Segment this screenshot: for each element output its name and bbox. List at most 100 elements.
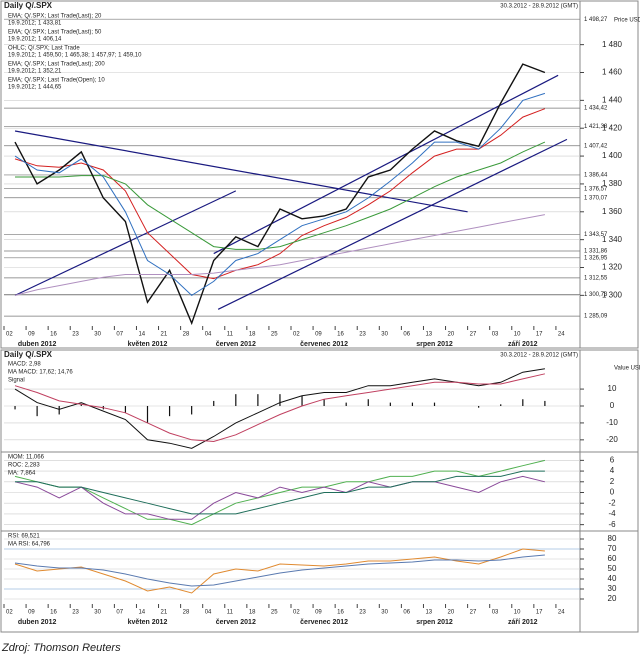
x-tick-label: 27 — [470, 332, 477, 338]
x-tick-label: 09 — [315, 610, 322, 616]
x-tick-label: 07 — [116, 332, 123, 338]
x-tick-label: 09 — [28, 610, 35, 616]
y-tick-label: -6 — [608, 520, 616, 529]
histogram-bar — [257, 394, 259, 406]
histogram-bar — [168, 406, 171, 417]
month-label: srpen 2012 — [416, 341, 453, 348]
x-tick-label: 25 — [271, 332, 278, 338]
histogram-bar — [191, 406, 193, 415]
legend-value: 19.9.2012; 1 444,65 — [8, 85, 62, 91]
month-label: duben 2012 — [18, 341, 57, 348]
legend-entry: RSI: 69,521 — [8, 534, 40, 540]
y-tick-label: -10 — [606, 418, 618, 427]
x-tick-label: 18 — [249, 610, 256, 616]
y-tick-label: 40 — [608, 574, 617, 583]
series-line — [14, 548, 545, 594]
x-tick-label: 06 — [403, 610, 410, 616]
histogram-bar — [58, 406, 60, 415]
series-line — [14, 475, 546, 520]
legend-entry: MACD: 2,98 — [8, 362, 41, 368]
level-label: 1 300,73 — [584, 292, 608, 298]
histogram-bar — [279, 394, 281, 406]
trend-line — [217, 138, 568, 310]
x-tick-label: 30 — [94, 332, 101, 338]
level-label: 1 285,09 — [584, 314, 608, 320]
panel-frame — [0, 451, 639, 532]
month-label: duben 2012 — [18, 619, 57, 626]
x-tick-label: 09 — [28, 332, 35, 338]
y-tick-label: 0 — [610, 488, 615, 497]
y-tick-label: 2 — [610, 477, 615, 486]
y-tick-label: 80 — [608, 534, 617, 543]
source: Zdroj: Thomson Reuters — [1, 642, 121, 654]
histogram-bar — [124, 406, 127, 413]
legend-value: 19.9.2012; 1 406,14 — [8, 37, 62, 43]
level-label: 1 331,86 — [584, 249, 608, 255]
x-tick-label: 13 — [425, 610, 432, 616]
legend-entry: EMA; Q/.SPX; Last Trade(Last); 20 — [8, 14, 102, 20]
histogram-bar — [367, 399, 369, 406]
trend-line — [14, 130, 468, 213]
y-tick-label: 10 — [608, 384, 617, 393]
x-tick-label: 11 — [227, 332, 234, 338]
x-tick-label: 21 — [161, 332, 168, 338]
series-line — [14, 554, 545, 587]
x-tick-label: 06 — [403, 332, 410, 338]
y-tick-label: 60 — [608, 554, 617, 563]
series-line — [14, 63, 546, 326]
histogram-bar — [235, 394, 237, 406]
legend-entry: ROC: 2,283 — [8, 463, 40, 469]
series-line — [14, 459, 546, 526]
x-tick-label: 14 — [138, 610, 145, 616]
histogram-bar — [80, 404, 82, 406]
x-tick-label: 20 — [448, 332, 455, 338]
legend-entry: EMA; Q/.SPX; Last Trade(Last); 50 — [8, 30, 102, 36]
y-tick-label: 1 440 — [602, 95, 623, 104]
y-tick-label: 1 320 — [602, 263, 623, 272]
panel-frame — [0, 0, 639, 349]
month-label: srpen 2012 — [416, 619, 453, 626]
month-label: červenec 2012 — [300, 619, 348, 626]
x-tick-label: 10 — [514, 610, 521, 616]
histogram-bar — [323, 399, 325, 406]
series-line — [14, 108, 546, 280]
x-tick-label: 11 — [227, 610, 234, 616]
x-tick-label: 02 — [6, 332, 13, 338]
level-label: 1 326,95 — [584, 255, 608, 261]
panel-title: Daily Q/.SPX — [4, 350, 53, 359]
x-tick-label: 30 — [381, 610, 388, 616]
legend-entry: MA: 7,864 — [8, 471, 36, 477]
level-label: 1 407,42 — [584, 143, 608, 149]
legend-entry: MA MACD: 17,62; 14,76 — [8, 370, 73, 376]
x-tick-label: 17 — [536, 610, 543, 616]
y-tick-label: 1 480 — [602, 40, 623, 49]
y-tick-label: 1 400 — [602, 151, 623, 160]
x-tick-label: 04 — [205, 610, 212, 616]
y-tick-label: 1 460 — [602, 68, 623, 77]
x-tick-label: 02 — [6, 610, 13, 616]
x-tick-label: 02 — [293, 610, 300, 616]
panel-subtitle: 30.3.2012 - 28.9.2012 (GMT) — [500, 353, 578, 359]
x-tick-label: 23 — [359, 610, 366, 616]
level-label: 1 376,57 — [584, 186, 608, 192]
series-line — [14, 92, 546, 297]
x-tick-label: 16 — [337, 610, 344, 616]
panel-title: Daily Q/.SPX — [4, 1, 53, 10]
y-tick-label: 1 360 — [602, 207, 623, 216]
x-tick-label: 03 — [492, 610, 499, 616]
x-tick-label: 14 — [138, 332, 145, 338]
y-tick-label: 30 — [608, 584, 617, 593]
month-label: září 2012 — [508, 619, 538, 626]
x-tick-label: 30 — [94, 610, 101, 616]
y-tick-label: 1 340 — [602, 235, 623, 244]
legend-value: 19.9.2012; 1 352,21 — [8, 69, 62, 75]
x-tick-label: 09 — [315, 332, 322, 338]
panel-subtitle: 30.3.2012 - 28.9.2012 (GMT) — [500, 4, 578, 10]
histogram-bar — [478, 406, 480, 408]
x-tick-label: 17 — [536, 332, 543, 338]
histogram-bar — [389, 402, 391, 406]
legend-value: 19.9.2012; 1 433,81 — [8, 21, 62, 27]
histogram-bar — [544, 400, 546, 406]
legend-entry: EMA; Q/.SPX; Last Trade(Last); 200 — [8, 62, 105, 68]
